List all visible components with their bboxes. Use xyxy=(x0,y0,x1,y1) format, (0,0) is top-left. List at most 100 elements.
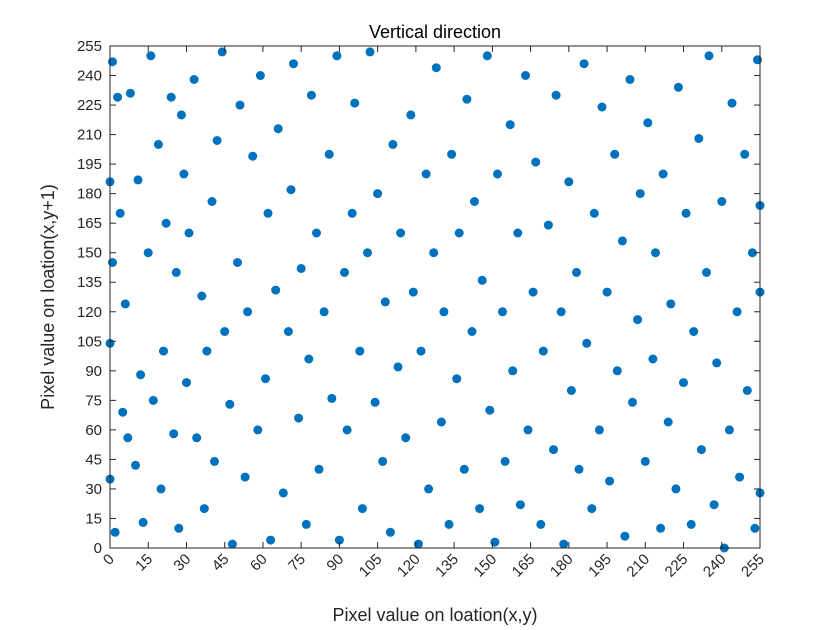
data-point xyxy=(702,267,711,277)
data-points-layer xyxy=(105,47,765,553)
data-point xyxy=(490,537,500,547)
data-point xyxy=(319,307,329,317)
data-point xyxy=(169,429,179,439)
data-point xyxy=(312,228,321,238)
data-point xyxy=(227,539,237,549)
x-tick-label: 195 xyxy=(585,551,615,581)
x-tick-label: 30 xyxy=(170,551,194,575)
y-tick-label: 15 xyxy=(85,510,102,527)
data-point xyxy=(133,175,143,185)
data-point xyxy=(686,519,696,529)
y-tick-label: 30 xyxy=(85,481,102,498)
data-point xyxy=(549,445,558,455)
data-point xyxy=(750,523,760,533)
data-point xyxy=(207,197,217,206)
data-point xyxy=(633,315,643,325)
data-point xyxy=(521,71,530,80)
data-point xyxy=(159,346,168,356)
data-point xyxy=(334,535,344,545)
data-point xyxy=(202,346,212,356)
data-point xyxy=(283,327,293,336)
data-point xyxy=(263,208,273,218)
data-point xyxy=(363,248,372,258)
data-point xyxy=(485,405,495,415)
y-tick-label: 60 xyxy=(85,422,102,439)
data-point xyxy=(747,248,757,258)
data-point xyxy=(753,55,762,65)
data-point xyxy=(294,413,304,423)
y-tick-label: 240 xyxy=(77,68,102,85)
data-point xyxy=(380,297,390,307)
data-point xyxy=(651,248,660,258)
data-point xyxy=(556,307,566,317)
data-point xyxy=(304,354,314,364)
data-point xyxy=(393,362,403,372)
data-point xyxy=(564,177,574,187)
data-point xyxy=(388,139,398,149)
data-point xyxy=(176,110,186,120)
data-point xyxy=(182,378,191,388)
x-tick-label: 60 xyxy=(247,551,271,575)
data-point xyxy=(192,433,202,443)
data-point xyxy=(278,488,288,498)
data-point xyxy=(709,500,719,510)
data-point xyxy=(240,472,250,482)
data-point xyxy=(531,157,541,167)
data-point xyxy=(444,519,454,529)
data-point xyxy=(477,275,487,285)
x-tick-label: 165 xyxy=(509,551,539,581)
data-point xyxy=(523,425,533,435)
data-point xyxy=(314,464,324,474)
data-point xyxy=(572,267,581,277)
x-tick-label: 105 xyxy=(356,551,386,581)
data-point xyxy=(424,484,434,494)
data-point xyxy=(712,358,722,368)
data-point xyxy=(385,527,395,537)
data-point xyxy=(452,374,462,384)
y-tick-label: 225 xyxy=(77,97,102,114)
y-tick-label: 150 xyxy=(77,245,102,262)
data-point xyxy=(340,267,349,277)
data-point xyxy=(597,102,607,112)
data-point xyxy=(125,88,135,98)
data-point xyxy=(628,397,637,407)
data-point xyxy=(612,366,622,376)
plot-area-frame xyxy=(109,45,761,549)
data-point xyxy=(602,287,612,297)
data-point xyxy=(408,287,418,297)
data-point xyxy=(498,307,507,317)
data-point xyxy=(115,208,125,218)
data-point xyxy=(327,393,337,403)
data-point xyxy=(306,90,316,100)
y-tick-label: 90 xyxy=(85,363,102,380)
data-point xyxy=(536,519,546,529)
data-point xyxy=(120,299,130,309)
x-tick-label: 180 xyxy=(547,551,577,581)
data-point xyxy=(296,264,306,273)
data-point xyxy=(656,523,666,533)
data-point xyxy=(138,517,148,527)
data-point xyxy=(171,267,181,277)
data-point xyxy=(582,338,592,348)
x-tick-label: 150 xyxy=(470,551,500,581)
x-tick-label: 240 xyxy=(700,551,730,581)
data-point xyxy=(538,346,548,356)
data-point xyxy=(696,445,706,455)
x-tick-label: 0 xyxy=(100,551,118,569)
data-point xyxy=(161,218,171,228)
x-tick-label: 225 xyxy=(662,551,692,581)
data-point xyxy=(643,118,653,128)
data-point xyxy=(396,228,406,238)
data-point xyxy=(742,386,752,395)
x-tick-label: 210 xyxy=(623,551,653,581)
data-point xyxy=(406,110,416,120)
data-point xyxy=(136,370,146,380)
x-tick-label: 15 xyxy=(132,551,156,575)
x-tick-label: 255 xyxy=(738,551,768,581)
data-point xyxy=(108,258,117,267)
data-point xyxy=(416,346,426,356)
data-point xyxy=(189,75,199,84)
data-point xyxy=(253,425,263,435)
